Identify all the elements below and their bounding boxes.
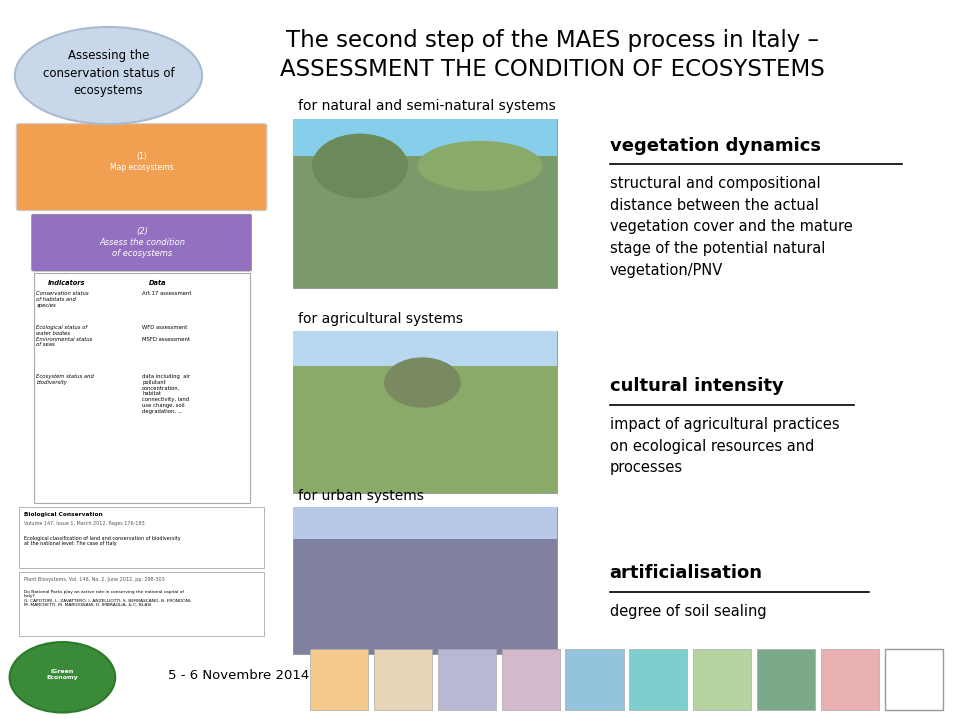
Ellipse shape bbox=[384, 357, 461, 408]
FancyBboxPatch shape bbox=[19, 507, 264, 568]
Text: for natural and semi-natural systems: for natural and semi-natural systems bbox=[298, 99, 555, 113]
FancyBboxPatch shape bbox=[693, 649, 752, 710]
Text: cultural intensity: cultural intensity bbox=[610, 377, 783, 395]
FancyBboxPatch shape bbox=[34, 273, 250, 503]
FancyBboxPatch shape bbox=[438, 649, 496, 710]
Bar bbox=[293, 331, 557, 493]
Text: artificialisation: artificialisation bbox=[610, 564, 762, 582]
Ellipse shape bbox=[312, 134, 408, 198]
FancyBboxPatch shape bbox=[310, 649, 369, 710]
Bar bbox=[293, 507, 557, 539]
Text: 5 - 6 Novembre 2014: 5 - 6 Novembre 2014 bbox=[168, 669, 309, 682]
Text: impact of agricultural practices
on ecological resources and
processes: impact of agricultural practices on ecol… bbox=[610, 417, 839, 475]
Bar bbox=[293, 331, 557, 367]
Bar bbox=[293, 119, 557, 156]
FancyBboxPatch shape bbox=[32, 214, 252, 271]
Text: Art.17 assessment: Art.17 assessment bbox=[142, 291, 192, 296]
Text: Do National Parks play an active role in conserving the national capital of
Ital: Do National Parks play an active role in… bbox=[24, 590, 191, 608]
Text: Ecosystem status and
biodiversity: Ecosystem status and biodiversity bbox=[36, 374, 94, 385]
Text: for urban systems: for urban systems bbox=[298, 490, 423, 503]
Text: for agricultural systems: for agricultural systems bbox=[298, 312, 463, 326]
Text: structural and compositional
distance between the actual
vegetation cover and th: structural and compositional distance be… bbox=[610, 176, 852, 278]
FancyBboxPatch shape bbox=[821, 649, 879, 710]
FancyBboxPatch shape bbox=[756, 649, 815, 710]
Ellipse shape bbox=[418, 141, 542, 191]
Text: data including  air
pollutant
concentration,
habitat
connectivity, land
use chan: data including air pollutant concentrati… bbox=[142, 374, 190, 413]
Text: (2)
Assess the condition
of ecosystems: (2) Assess the condition of ecosystems bbox=[99, 226, 185, 258]
FancyBboxPatch shape bbox=[565, 649, 624, 710]
Text: WFD assessment

MSFD assessment: WFD assessment MSFD assessment bbox=[142, 325, 190, 342]
Text: Data: Data bbox=[149, 280, 166, 286]
Bar bbox=[293, 507, 557, 654]
Text: Ecological status of
water bodies
Environmental status
of seas: Ecological status of water bodies Enviro… bbox=[36, 325, 93, 347]
Text: Plant Biosystems, Vol. 146, No. 2, June 2012, pp. 298-303: Plant Biosystems, Vol. 146, No. 2, June … bbox=[24, 577, 165, 582]
Text: Biological Conservation: Biological Conservation bbox=[24, 512, 103, 517]
Bar bbox=[293, 119, 557, 288]
Text: degree of soil sealing: degree of soil sealing bbox=[610, 604, 766, 619]
Text: iGreen
Economy: iGreen Economy bbox=[46, 669, 79, 680]
FancyBboxPatch shape bbox=[630, 649, 687, 710]
Text: Indicators: Indicators bbox=[48, 280, 85, 286]
FancyBboxPatch shape bbox=[374, 649, 432, 710]
Text: The second step of the MAES process in Italy –
ASSESSMENT THE CONDITION OF ECOSY: The second step of the MAES process in I… bbox=[279, 29, 825, 81]
FancyBboxPatch shape bbox=[502, 649, 560, 710]
Text: Volume 147, Issue 1, March 2012, Pages 176-183: Volume 147, Issue 1, March 2012, Pages 1… bbox=[24, 521, 145, 526]
FancyBboxPatch shape bbox=[16, 124, 267, 211]
Text: Conservation status
of habitats and
species: Conservation status of habitats and spec… bbox=[36, 291, 89, 308]
Text: Ecological classification of land and conservation of biodiversity
at the nation: Ecological classification of land and co… bbox=[24, 536, 180, 546]
Ellipse shape bbox=[10, 642, 115, 713]
FancyBboxPatch shape bbox=[19, 572, 264, 636]
Text: Assessing the
conservation status of
ecosystems: Assessing the conservation status of eco… bbox=[42, 50, 175, 97]
FancyBboxPatch shape bbox=[885, 649, 943, 710]
Text: (1)
Map ecosystems: (1) Map ecosystems bbox=[110, 152, 174, 172]
Ellipse shape bbox=[14, 27, 203, 124]
Text: vegetation dynamics: vegetation dynamics bbox=[610, 137, 821, 155]
